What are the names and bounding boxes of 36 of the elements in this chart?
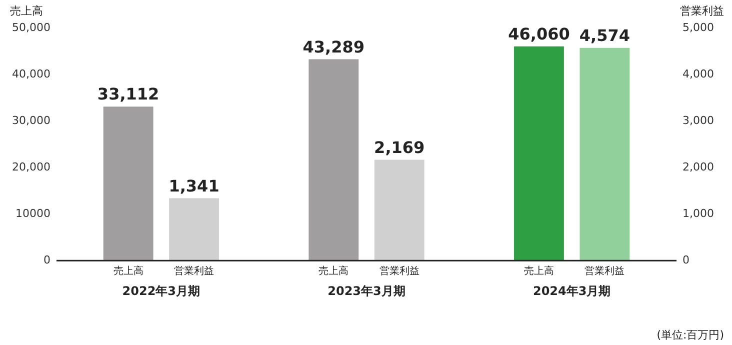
text: 営業利益 (584, 266, 625, 278)
data-label: 46,060 (508, 24, 570, 44)
data-label: 2,169 (374, 138, 425, 157)
x-tick-label: 2022年3月期 (122, 284, 200, 298)
y2-tick-label: 5,000 (682, 20, 714, 34)
data-label: 1,341 (168, 176, 220, 196)
data-label: 33,112 (97, 84, 160, 104)
data-label: 4,574 (579, 26, 630, 45)
bar (374, 160, 424, 261)
y2-tick-label: 4,000 (682, 67, 714, 80)
y2-tick-label: 1,000 (682, 206, 714, 220)
data-label: 43,289 (302, 37, 365, 56)
text: 売上高 (318, 266, 349, 278)
text: 売上高 (524, 266, 554, 278)
text: (単位:百万円) (656, 328, 724, 342)
bar (308, 59, 359, 261)
x-tick-label: 2023年3月期 (328, 284, 406, 298)
y-tick-label: 0 (43, 253, 50, 266)
y2-tick-label: 3,000 (682, 114, 714, 127)
text: 営業利益 (379, 266, 420, 278)
bar (580, 48, 630, 261)
y-tick-label: 10000 (15, 206, 50, 220)
x-tick-label: 2024年3月期 (532, 284, 611, 298)
bar (103, 106, 154, 261)
bar (169, 198, 219, 261)
bar (514, 46, 564, 261)
series-label: 営業利益 (174, 265, 214, 278)
series-label: 売上高 (113, 265, 144, 278)
y-tick-label: 20,000 (12, 160, 50, 174)
y-tick-label: 40,000 (12, 67, 50, 80)
y-axis-title: 売上高 (10, 4, 43, 18)
y-tick-label: 50,000 (12, 20, 50, 34)
y2-axis-title: 営業利益 (680, 4, 724, 18)
y-tick-label: 30,000 (12, 114, 50, 127)
y2-tick-label: 2,000 (682, 160, 714, 174)
y2-tick-label: 0 (682, 253, 690, 266)
